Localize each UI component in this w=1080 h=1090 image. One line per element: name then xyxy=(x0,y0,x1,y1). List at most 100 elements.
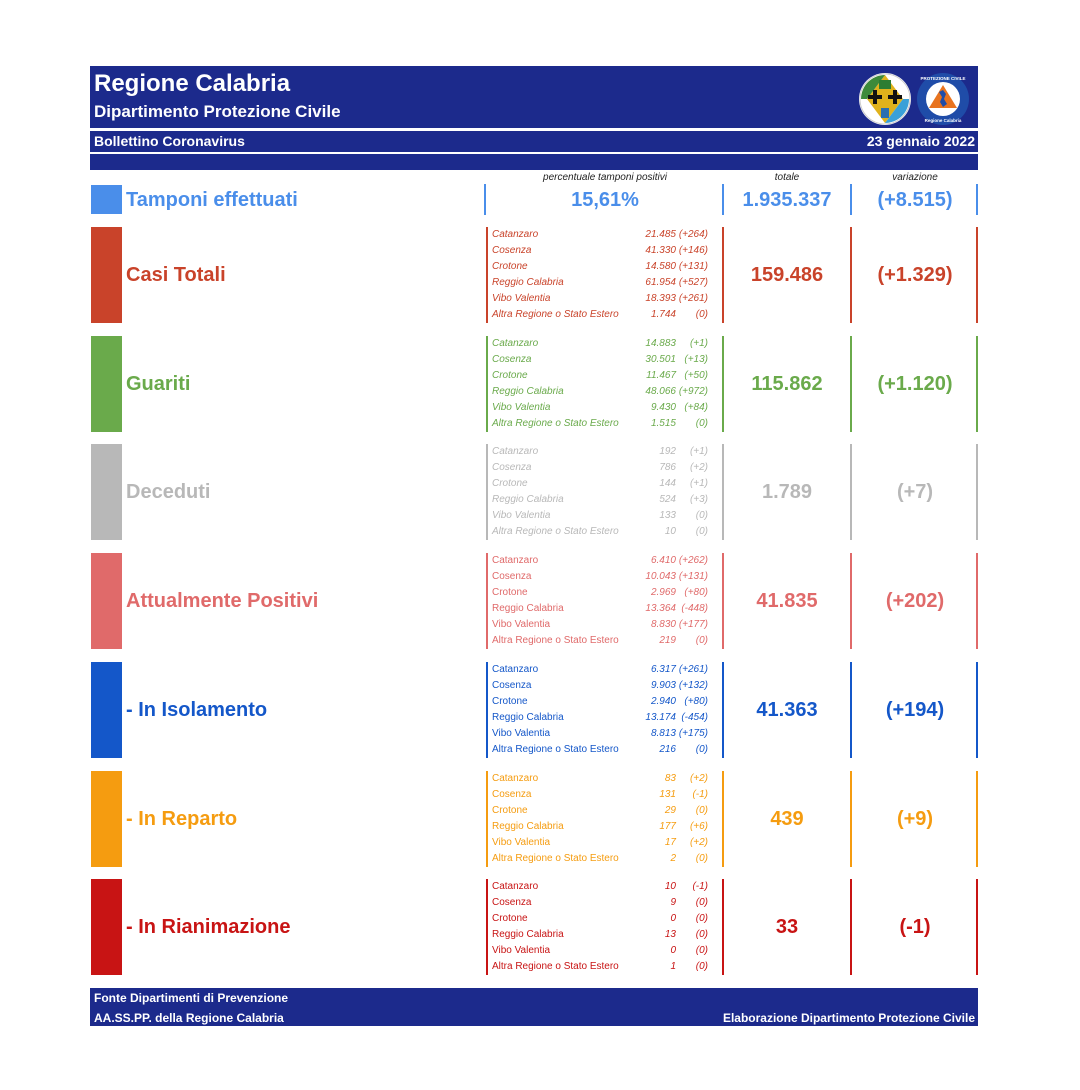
section-divider xyxy=(850,227,852,323)
province-value: 1.744 xyxy=(650,309,676,320)
section-divider xyxy=(976,444,978,540)
province-list: Catanzaro 10 (-1) Cosenza 9 (0) Crotone 0 (0) Reg… xyxy=(490,879,720,975)
tamponi-variation: (+8.515) xyxy=(877,189,953,211)
section-total: 1.789 xyxy=(761,481,813,503)
tamponi-divider xyxy=(484,184,486,215)
province-row: Altra Regione o Stato Estero 219 (0) xyxy=(490,633,720,649)
section-divider xyxy=(850,771,852,867)
province-name: Vibo Valentia xyxy=(492,728,551,739)
province-name: Reggio Calabria xyxy=(492,494,564,505)
province-value: 144 xyxy=(659,478,676,489)
province-row: Cosenza 131 (-1) xyxy=(490,787,720,803)
province-value: 2.940 xyxy=(650,696,676,707)
section-divider xyxy=(486,336,488,432)
province-delta: (+1) xyxy=(689,446,708,457)
province-row: Cosenza 30.501 (+13) xyxy=(490,352,720,368)
section-total: 159.486 xyxy=(750,264,824,286)
province-name: Reggio Calabria xyxy=(492,277,564,288)
footer-source-2: AA.SS.PP. della Regione Calabria xyxy=(94,1011,284,1025)
province-row: Vibo Valentia 9.430 (+84) xyxy=(490,400,720,416)
province-delta: (+146) xyxy=(678,245,708,256)
province-name: Crotone xyxy=(492,587,528,598)
province-value: 1 xyxy=(670,961,676,972)
province-value: 9 xyxy=(670,897,676,908)
province-value: 133 xyxy=(659,510,676,521)
section-variation: (+1.329) xyxy=(877,264,953,286)
province-row: Reggio Calabria 13 (0) xyxy=(490,927,720,943)
province-name: Catanzaro xyxy=(492,229,539,240)
tamponi-divider xyxy=(976,184,978,215)
province-value: 2.969 xyxy=(650,587,676,598)
province-row: Altra Regione o Stato Estero 2 (0) xyxy=(490,851,720,867)
section-total: 41.835 xyxy=(756,590,818,612)
province-value: 13 xyxy=(664,929,676,940)
province-name: Crotone xyxy=(492,261,528,272)
section-label: - In Rianimazione xyxy=(126,916,291,938)
section-swatch xyxy=(91,553,122,649)
province-name: Cosenza xyxy=(492,789,532,800)
section-label: Casi Totali xyxy=(126,264,226,286)
bulletin-bar xyxy=(90,131,978,152)
province-name: Cosenza xyxy=(492,462,532,473)
province-value: 524 xyxy=(659,494,676,505)
province-row: Altra Regione o Stato Estero 1 (0) xyxy=(490,959,720,975)
province-value: 21.485 xyxy=(645,229,676,240)
province-delta: (+972) xyxy=(678,386,708,397)
province-delta: (0) xyxy=(695,961,708,972)
province-value: 41.330 xyxy=(645,245,676,256)
province-row: Vibo Valentia 8.813 (+175) xyxy=(490,726,720,742)
province-list: Catanzaro 6.410 (+262) Cosenza 10.043 (+131) C… xyxy=(490,553,720,649)
province-name: Crotone xyxy=(492,913,528,924)
province-name: Reggio Calabria xyxy=(492,386,564,397)
province-row: Reggio Calabria 48.066 (+972) xyxy=(490,384,720,400)
province-name: Crotone xyxy=(492,805,528,816)
province-value: 13.364 xyxy=(645,603,676,614)
province-row: Reggio Calabria 177 (+6) xyxy=(490,819,720,835)
section-swatch xyxy=(91,879,122,975)
section-divider xyxy=(850,662,852,758)
province-delta: (0) xyxy=(695,805,708,816)
province-row: Vibo Valentia 133 (0) xyxy=(490,508,720,524)
province-delta: (+13) xyxy=(684,354,708,365)
province-delta: (0) xyxy=(695,635,708,646)
header-bottom-band xyxy=(90,154,978,170)
province-name: Altra Regione o Stato Estero xyxy=(492,744,619,755)
header-divider-2 xyxy=(90,152,978,154)
province-value: 13.174 xyxy=(645,712,676,723)
section-swatch xyxy=(91,662,122,758)
section-divider xyxy=(722,336,724,432)
province-row: Crotone 144 (+1) xyxy=(490,476,720,492)
section-divider xyxy=(486,662,488,758)
province-name: Reggio Calabria xyxy=(492,603,564,614)
province-delta: (+84) xyxy=(684,402,708,413)
province-delta: (0) xyxy=(695,913,708,924)
logo-text-bottom: Regione Calabria xyxy=(925,118,962,123)
column-header-total: totale xyxy=(774,172,800,183)
section-divider xyxy=(976,771,978,867)
province-value: 10.043 xyxy=(645,571,676,582)
logo-text-top: PROTEZIONE CIVILE xyxy=(920,76,965,81)
province-row: Crotone 2.969 (+80) xyxy=(490,585,720,601)
section-divider xyxy=(722,879,724,975)
province-delta: (+261) xyxy=(678,293,708,304)
province-delta: (+261) xyxy=(678,664,708,675)
province-row: Crotone 11.467 (+50) xyxy=(490,368,720,384)
province-name: Reggio Calabria xyxy=(492,712,564,723)
province-delta: (+131) xyxy=(678,261,708,272)
province-value: 10 xyxy=(664,881,676,892)
province-delta: (+527) xyxy=(678,277,708,288)
section-swatch xyxy=(91,227,122,323)
section-divider xyxy=(486,771,488,867)
province-name: Catanzaro xyxy=(492,555,539,566)
province-value: 9.430 xyxy=(650,402,676,413)
section-total: 115.862 xyxy=(751,373,823,395)
section-total: 439 xyxy=(770,808,804,830)
page-title: Regione Calabria xyxy=(94,70,291,97)
province-row: Crotone 0 (0) xyxy=(490,911,720,927)
province-delta: (+2) xyxy=(689,462,708,473)
province-row: Reggio Calabria 524 (+3) xyxy=(490,492,720,508)
tamponi-positivity: 15,61% xyxy=(571,189,639,211)
province-delta: (-448) xyxy=(681,603,708,614)
province-row: Vibo Valentia 17 (+2) xyxy=(490,835,720,851)
province-delta: (+2) xyxy=(689,773,708,784)
